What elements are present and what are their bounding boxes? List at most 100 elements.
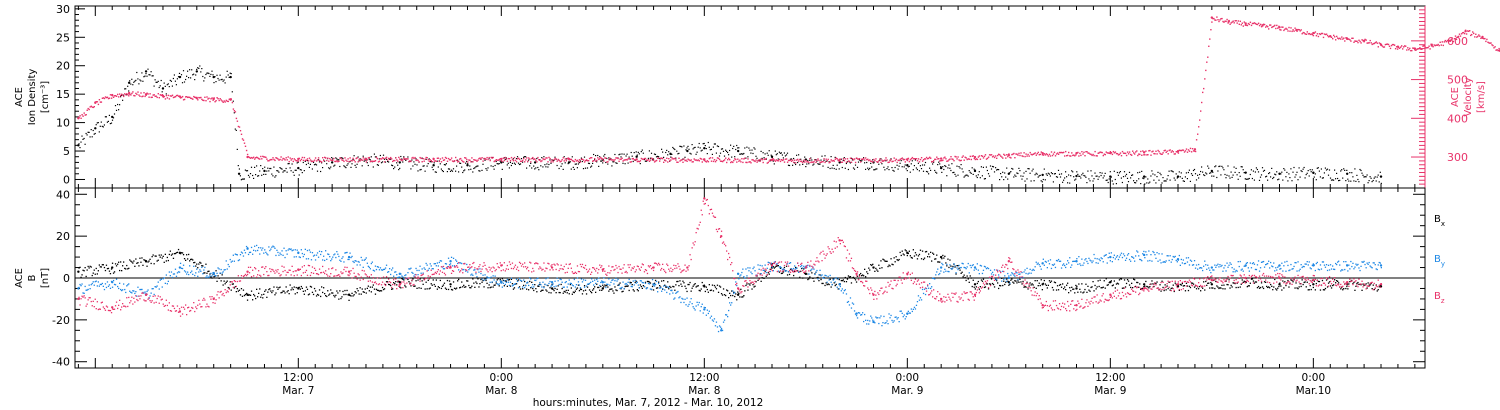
x-ticks: [77, 6, 1416, 188]
data-point: [94, 127, 97, 130]
data-point: [1041, 151, 1044, 155]
data-point: [1109, 280, 1112, 284]
data-point: [838, 158, 841, 161]
data-point: [246, 293, 249, 296]
data-point: [111, 306, 114, 309]
data-point: [855, 312, 858, 315]
data-point: [686, 266, 689, 269]
data-point: [1109, 175, 1112, 178]
data-point: [703, 146, 706, 150]
data-point: [1430, 44, 1433, 47]
data-point: [1142, 287, 1146, 290]
data-point: [1041, 262, 1044, 265]
legend-entry: Bx: [1434, 214, 1445, 228]
tick-label: 25: [56, 31, 70, 44]
data-point: [855, 272, 858, 276]
data-point: [635, 158, 638, 161]
data-point: [1345, 172, 1349, 175]
ylabel-line: ACE: [14, 87, 25, 107]
data-point: [77, 144, 80, 147]
data-point: [1041, 304, 1044, 307]
data-point: [906, 251, 909, 255]
data-point: [77, 297, 80, 301]
b-series: [77, 248, 1383, 301]
data-point: [838, 239, 841, 242]
data-point: [1278, 172, 1281, 175]
data-point: [906, 272, 909, 276]
data-point: [449, 260, 452, 263]
data-point: [1075, 260, 1078, 263]
bottom-panel: -40 -20 0 20 40 ACE B [nT] Bx By Bz: [14, 187, 1445, 369]
density-series: [77, 65, 1383, 185]
data-point: [212, 75, 215, 79]
data-point: [1345, 37, 1349, 41]
x-tick-date: Mar. 7: [282, 385, 314, 397]
data-point: [1312, 283, 1315, 286]
data-point: [1176, 150, 1180, 153]
data-point: [550, 287, 554, 290]
legend-entry: Bz: [1434, 291, 1445, 305]
tick-label: 20: [56, 230, 70, 243]
bottom-left-label: ACE B [nT]: [14, 268, 51, 288]
data-point: [1345, 280, 1349, 284]
ylabel-line: [cm⁻³]: [40, 81, 51, 113]
data-point: [1244, 171, 1247, 174]
data-point: [77, 117, 80, 120]
tick-label: 20: [56, 60, 70, 73]
data-point: [720, 329, 723, 332]
data-point: [1396, 45, 1400, 48]
data-point: [906, 164, 909, 167]
data-point: [720, 234, 723, 238]
data-point: [652, 266, 655, 269]
data-point: [127, 81, 131, 84]
data-point: [195, 96, 199, 100]
data-point: [144, 260, 148, 263]
data-point: [449, 266, 452, 269]
data-point: [804, 272, 808, 276]
data-point: [144, 70, 148, 73]
data-point: [77, 287, 80, 290]
data-point: [939, 266, 943, 269]
data-point: [1312, 264, 1315, 267]
data-point: [1278, 26, 1281, 29]
data-point: [1075, 151, 1078, 155]
data-point: [703, 197, 706, 200]
data-point: [111, 280, 114, 284]
tick-label: 40: [56, 188, 70, 201]
data-point: [686, 149, 689, 153]
data-point: [1075, 287, 1078, 290]
b-series: [77, 244, 1383, 333]
data-point: [364, 157, 368, 161]
x-tick-time: 12:00: [689, 372, 719, 384]
data-point: [297, 287, 300, 290]
data-point: [1244, 264, 1247, 267]
data-point: [1041, 283, 1044, 286]
data-point: [1227, 20, 1230, 23]
data-point: [635, 155, 638, 158]
x-tick-time: 12:00: [1095, 372, 1125, 384]
data-point: [1379, 43, 1383, 46]
ylabel-line: Ion Density: [27, 69, 38, 126]
data-point: [1176, 175, 1180, 178]
data-point: [973, 266, 977, 269]
data-point: [111, 115, 114, 119]
data-point: [1210, 283, 1214, 286]
top-right-label: ACE Velocity [km/s]: [1450, 77, 1487, 116]
x-ticks: [77, 188, 1416, 368]
data-point: [872, 266, 875, 269]
tick-label: 10: [56, 117, 70, 130]
data-point: [1413, 47, 1417, 50]
data-point: [1464, 29, 1467, 33]
tick-label: 0: [63, 173, 70, 186]
data-point: [195, 70, 199, 73]
ylabel-line: B: [27, 274, 38, 281]
data-point: [161, 87, 165, 90]
data-point: [1210, 169, 1214, 173]
data-point: [1193, 148, 1197, 151]
data-point: [1362, 39, 1366, 43]
data-point: [872, 320, 875, 324]
data-point: [229, 98, 232, 101]
data-point: [1244, 276, 1247, 280]
tick-label: 500: [1447, 74, 1468, 87]
